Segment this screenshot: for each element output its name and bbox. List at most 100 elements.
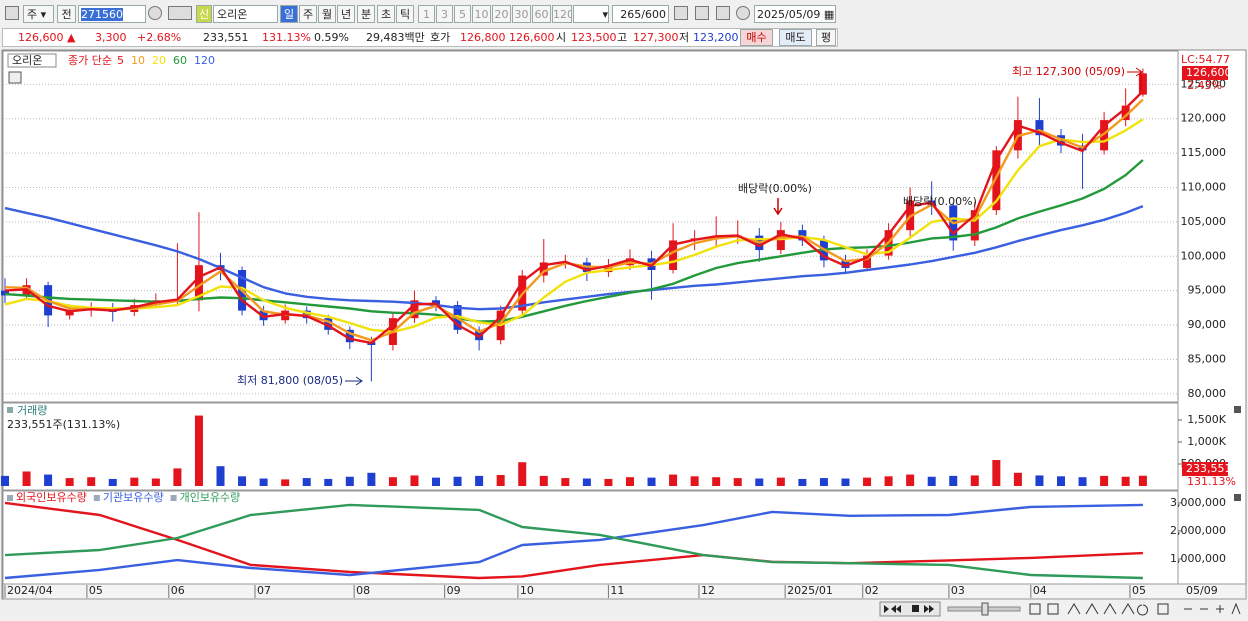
legend-marker xyxy=(7,495,13,501)
y-tick-label: 1,000K xyxy=(1187,435,1226,448)
volume-bar xyxy=(625,477,634,486)
sell-button[interactable]: 매도 xyxy=(779,29,812,46)
buy-button[interactable]: 매수 xyxy=(740,29,773,46)
annotation-high: 최고 127,300 (05/09) xyxy=(1012,65,1125,78)
panel-close[interactable] xyxy=(1234,494,1241,501)
candle-body xyxy=(669,240,678,271)
tool-icon[interactable] xyxy=(716,6,730,20)
annotation-arrow xyxy=(345,376,363,386)
right-label-volume: 233,551 xyxy=(1186,462,1232,475)
interval-button[interactable]: 20 xyxy=(492,5,511,23)
annotation-arrow xyxy=(1127,67,1143,90)
x-tick-label: 05 xyxy=(1132,584,1146,597)
x-tick-label: 09 xyxy=(447,584,461,597)
zoom-thumb[interactable] xyxy=(981,602,989,616)
volume-bar xyxy=(1056,476,1065,486)
volume-bar xyxy=(690,476,699,486)
prev-button[interactable]: 전 xyxy=(57,5,76,23)
toolbar-icons[interactable] xyxy=(1029,602,1241,616)
interval-button[interactable]: 60 xyxy=(532,5,551,23)
x-tick-label: 08 xyxy=(356,584,370,597)
holding-line xyxy=(4,501,1143,580)
interval-button[interactable]: 10 xyxy=(472,5,491,23)
x-tick-label: 12 xyxy=(701,584,715,597)
period-button[interactable]: 일 xyxy=(280,5,298,23)
sound-icon[interactable] xyxy=(168,6,192,20)
period-button[interactable]: 틱 xyxy=(396,5,414,23)
interval-button[interactable]: 3 xyxy=(436,5,453,23)
legend-name: 오리온 xyxy=(12,54,42,67)
count: 265 xyxy=(620,8,642,21)
annotation-dividend: 배당락(0.00%) xyxy=(738,182,812,195)
volume-bar xyxy=(496,474,505,486)
candle-body xyxy=(604,265,613,273)
volume-bar xyxy=(302,478,311,486)
total: /600 xyxy=(641,8,666,21)
quote-bid: 126,600 xyxy=(509,31,555,44)
candle-body xyxy=(1138,73,1147,95)
volume-subtitle: 233,551주(131.13%) xyxy=(7,418,120,431)
settings-icon[interactable] xyxy=(736,6,750,20)
code-input[interactable]: 271560 xyxy=(78,5,146,23)
volume-bar xyxy=(1100,475,1109,486)
candle-body xyxy=(1035,120,1044,136)
volume-bar xyxy=(324,478,333,486)
volume-bar xyxy=(194,415,203,486)
volume-bar xyxy=(992,460,1001,486)
volume-bar xyxy=(281,479,290,486)
count-input[interactable]: 265/600 xyxy=(612,5,669,23)
x-tick-label: 06 xyxy=(171,584,185,597)
ma-line xyxy=(4,159,1144,323)
volume-title: 거래량 xyxy=(17,404,47,417)
panel-close[interactable] xyxy=(1234,406,1241,413)
y-tick-label: 3,000,000 xyxy=(1170,496,1226,509)
tool-icon[interactable] xyxy=(674,6,688,20)
scroll-icons xyxy=(884,605,934,613)
period-button[interactable]: 분 xyxy=(357,5,375,23)
interval-button[interactable]: 5 xyxy=(454,5,471,23)
interval-button[interactable]: 120 xyxy=(552,5,572,23)
interval-button[interactable]: 30 xyxy=(512,5,531,23)
annotation-arrow xyxy=(773,198,783,216)
volume-bar xyxy=(582,478,591,486)
period-button[interactable]: 월 xyxy=(318,5,336,23)
annotation-low: 최저 81,800 (08/05) xyxy=(237,374,343,387)
legend-icon[interactable] xyxy=(8,71,22,84)
volume-bar xyxy=(1,475,10,486)
tool-icon[interactable] xyxy=(695,6,709,20)
date-input[interactable]: 2025/05/09 ▦ xyxy=(754,5,836,23)
quote-high: 127,300 xyxy=(633,31,679,44)
menu-icon[interactable] xyxy=(5,6,19,20)
interval-button[interactable]: 1 xyxy=(418,5,435,23)
volume-bar xyxy=(65,478,74,486)
name-input[interactable]: 오리온 xyxy=(213,5,278,23)
x-tick-label: 11 xyxy=(610,584,624,597)
y-tick-label: 1,000,000 xyxy=(1170,552,1226,565)
y-tick-label: 95,000 xyxy=(1188,284,1227,297)
y-tick-label: 105,000 xyxy=(1181,215,1227,228)
y-tick-label: 90,000 xyxy=(1188,318,1227,331)
ma-line xyxy=(4,118,1144,334)
right-label-rate: 131.13% xyxy=(1187,475,1236,488)
volume-bar xyxy=(130,477,139,486)
period-button[interactable]: 년 xyxy=(337,5,355,23)
ma-line xyxy=(4,204,1144,311)
search-icon[interactable] xyxy=(148,6,162,20)
scroll-controls[interactable] xyxy=(879,601,941,617)
volume-bar xyxy=(1138,475,1147,486)
blank-select[interactable]: ▾ xyxy=(573,5,609,23)
legend-item: 60 xyxy=(173,54,187,67)
x-tick-label: 2025/01 xyxy=(787,584,833,597)
volume-bar xyxy=(216,466,225,486)
period-button[interactable]: 초 xyxy=(377,5,395,23)
badge[interactable]: 신 xyxy=(196,5,212,23)
volume-bar xyxy=(22,471,31,486)
avg-button[interactable]: 평 xyxy=(816,29,836,46)
period-button[interactable]: 주 xyxy=(299,5,317,23)
volume-bar xyxy=(561,478,570,486)
y-tick-label: 115,000 xyxy=(1181,146,1227,159)
volume-bar xyxy=(108,478,117,486)
view-select[interactable]: 주 ▾ xyxy=(23,5,54,23)
candle-body xyxy=(1,290,10,296)
